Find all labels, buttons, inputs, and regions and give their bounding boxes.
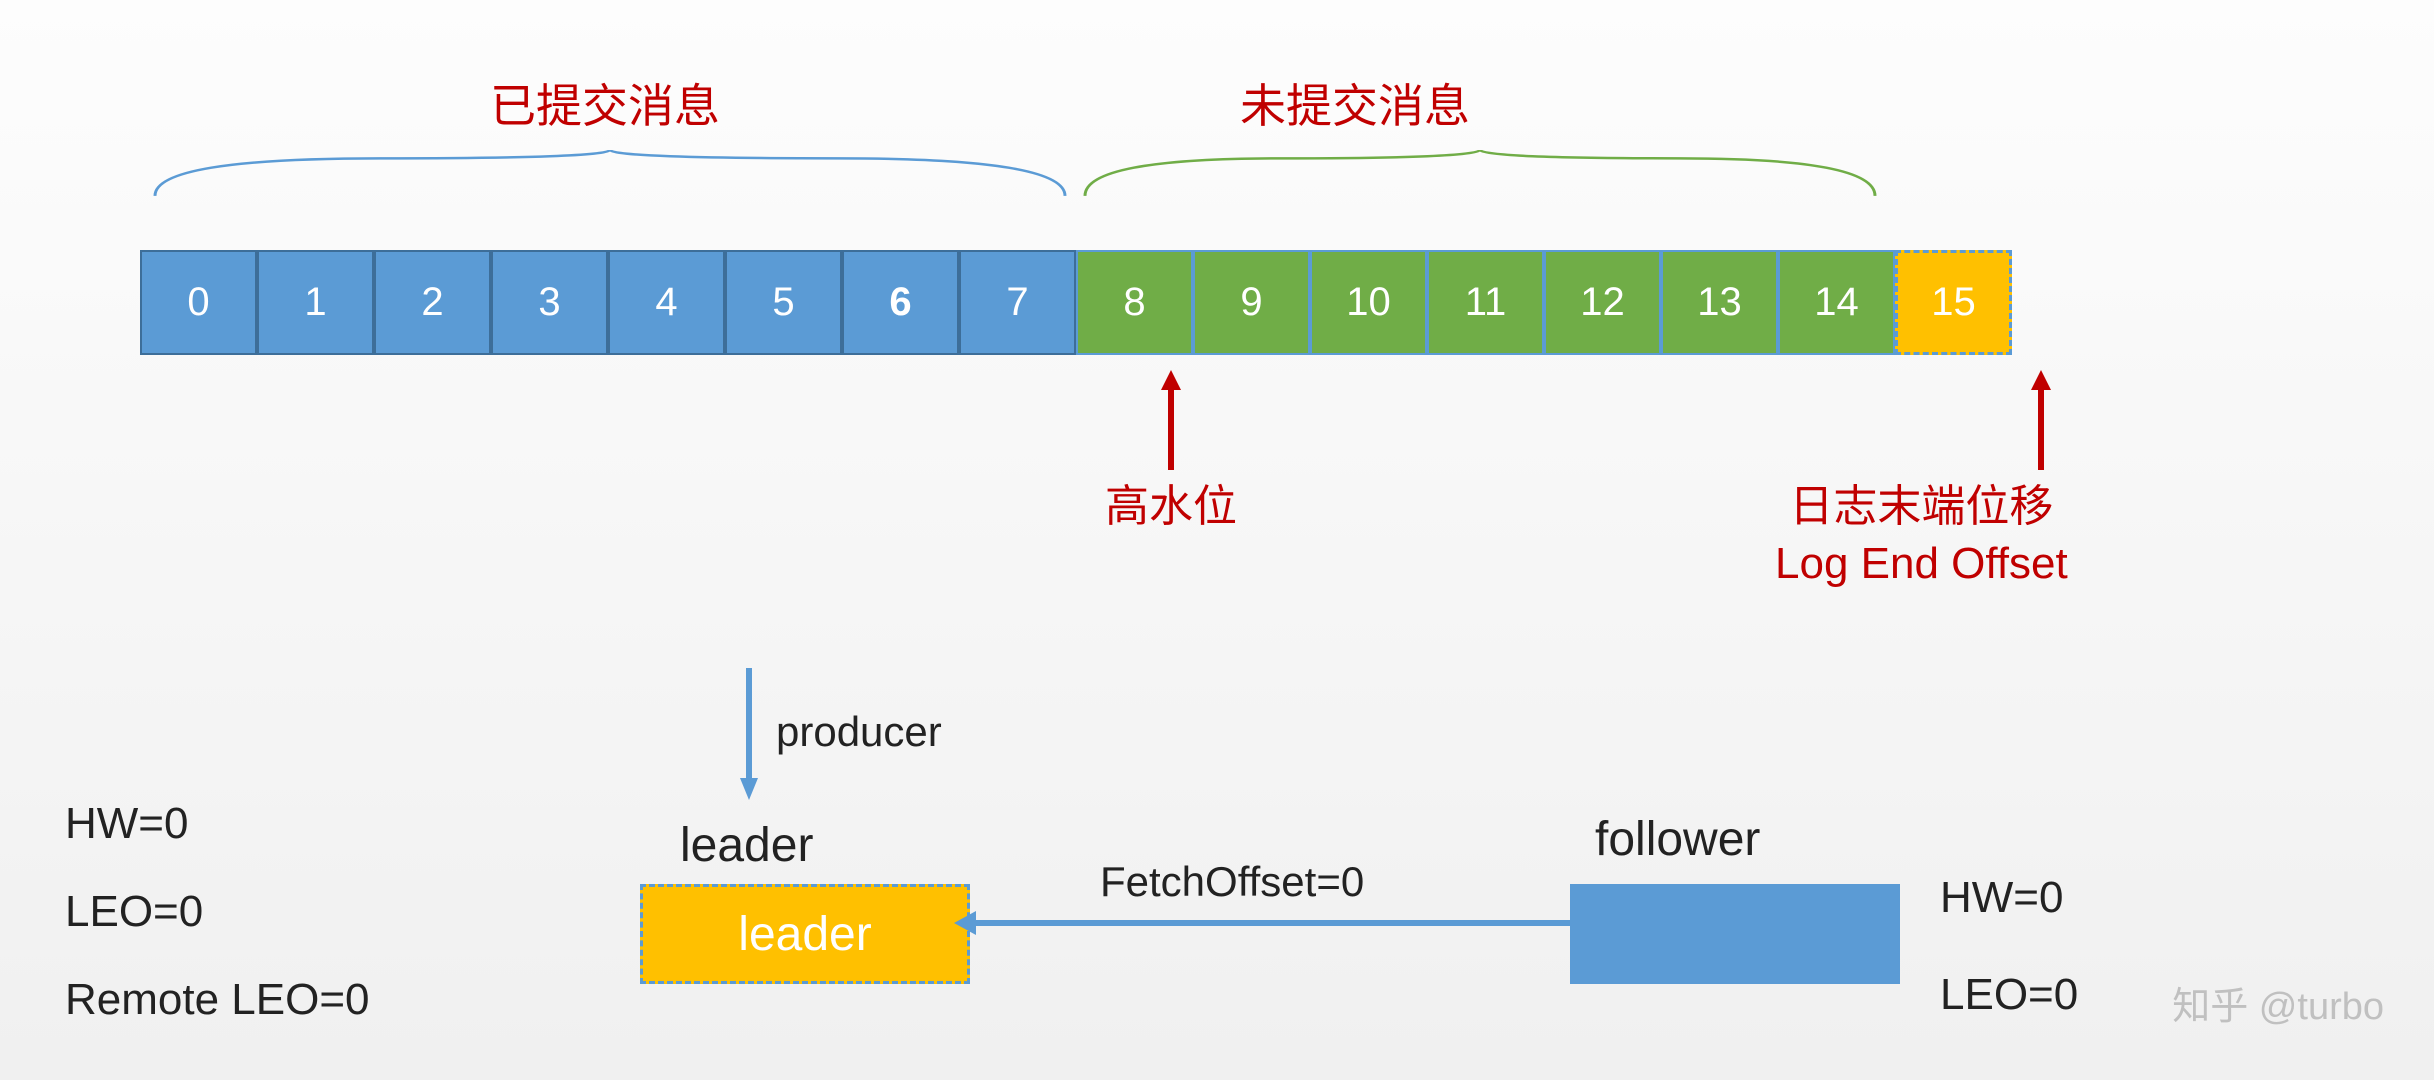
leo-pointer: 日志末端位移 Log End Offset [1895,370,2188,592]
offset-cell-10: 10 [1310,250,1427,355]
follower-box [1570,884,1900,984]
high-watermark-label: 高水位 [1105,478,1237,535]
offset-cell-4: 4 [608,250,725,355]
offset-cell-9: 9 [1193,250,1310,355]
offset-cell-11: 11 [1427,250,1544,355]
offset-cell-3: 3 [491,250,608,355]
offset-cell-12: 12 [1544,250,1661,355]
leader-title: leader [680,818,813,873]
offset-cell-14: 14 [1778,250,1895,355]
offset-cell-13: 13 [1661,250,1778,355]
follower-hw: HW=0 [1940,850,2078,947]
offset-cell-2: 2 [374,250,491,355]
offset-cell-5: 5 [725,250,842,355]
committed-label: 已提交消息 [490,70,720,136]
committed-brace [150,150,1070,200]
high-watermark-pointer: 高水位 [1105,370,1237,535]
fetch-label: FetchOffset=0 [1100,858,1364,906]
leader-hw: HW=0 [65,780,370,868]
producer-arrow: producer [740,668,942,800]
offset-cell-1: 1 [257,250,374,355]
leo-label-line2: Log End Offset [1775,535,2068,592]
leader-box: leader [640,884,970,984]
diagram-container: 已提交消息 未提交消息 0123456789101112131415 高水位 日… [0,0,2434,1080]
leader-remote-leo: Remote LEO=0 [65,956,370,1044]
offset-cell-0: 0 [140,250,257,355]
offset-row: 0123456789101112131415 [140,250,2012,355]
offset-cell-15: 15 [1895,250,2012,355]
watermark: 知乎 @turbo [2172,975,2384,1030]
offset-cell-8: 8 [1076,250,1193,355]
uncommitted-brace [1080,150,1880,200]
follower-leo: LEO=0 [1940,947,2078,1044]
leader-stats: HW=0 LEO=0 Remote LEO=0 [65,780,370,1044]
producer-label: producer [776,708,942,756]
leader-leo: LEO=0 [65,868,370,956]
follower-title: follower [1595,812,1760,867]
offset-cell-7: 7 [959,250,1076,355]
leo-label-line1: 日志末端位移 [1775,478,2068,535]
follower-stats: HW=0 LEO=0 [1940,850,2078,1044]
fetch-arrow [970,920,1570,926]
uncommitted-label: 未提交消息 [1240,70,1470,136]
offset-cell-6: 6 [842,250,959,355]
